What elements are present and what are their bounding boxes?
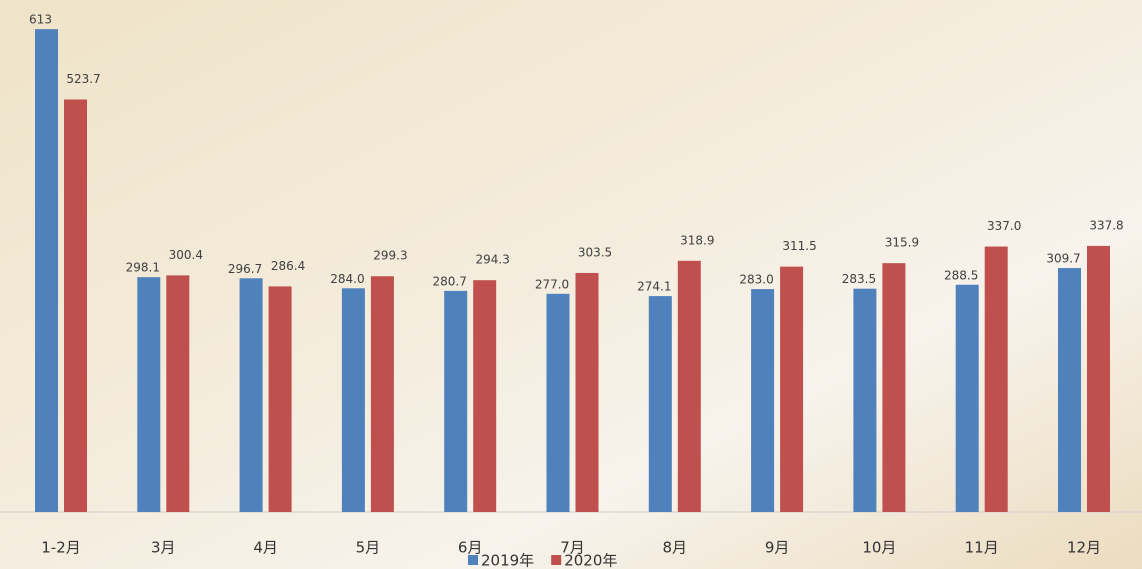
x-tick-label: 5月	[356, 539, 381, 557]
value-label: 283.5	[842, 272, 876, 286]
value-label: 315.9	[885, 236, 919, 250]
bar	[648, 296, 672, 512]
value-label: 299.3	[373, 249, 407, 263]
x-tick-label: 3月	[151, 539, 176, 557]
bar	[955, 284, 979, 512]
value-label: 300.4	[169, 248, 203, 262]
x-tick-label: 4月	[253, 539, 278, 557]
bar	[677, 260, 701, 512]
bar	[341, 288, 365, 512]
value-label: 280.7	[433, 274, 467, 288]
bar	[1087, 245, 1110, 512]
value-label: 294.3	[476, 253, 510, 267]
x-tick-label: 9月	[765, 539, 790, 557]
legend-label: 2019年	[481, 552, 534, 569]
value-label: 309.7	[1046, 252, 1080, 266]
value-label: 318.9	[680, 233, 714, 247]
bar	[853, 288, 877, 512]
value-label: 337.8	[1089, 218, 1123, 232]
value-label: 337.0	[987, 219, 1021, 233]
value-label: 283.0	[739, 273, 773, 287]
bar	[751, 289, 775, 512]
bar	[268, 286, 292, 512]
bar	[546, 293, 570, 512]
value-label: 286.4	[271, 259, 305, 273]
value-label: 523.7	[66, 72, 100, 86]
x-tick-label: 12月	[1067, 539, 1101, 557]
bar	[882, 263, 906, 512]
legend-swatch	[468, 555, 478, 565]
x-tick-label: 11月	[965, 539, 999, 557]
bar	[780, 266, 804, 512]
value-label: 284.0	[330, 272, 364, 286]
bar	[239, 278, 263, 512]
x-tick-label: 7月	[560, 539, 585, 557]
x-tick-label: 6月	[458, 539, 483, 557]
x-tick-label: 1-2月	[41, 539, 81, 557]
bar	[64, 99, 87, 512]
value-label: 311.5	[782, 239, 816, 253]
bar	[1058, 268, 1081, 512]
bar	[984, 246, 1008, 512]
x-tick-label: 10月	[862, 539, 896, 557]
value-label: 613	[29, 13, 52, 27]
legend-swatch	[551, 555, 562, 565]
value-label: 277.0	[535, 277, 569, 291]
x-tick-label: 8月	[663, 539, 688, 557]
bar	[137, 277, 161, 512]
value-label: 303.5	[578, 245, 612, 259]
value-label: 298.1	[126, 261, 160, 275]
bar	[473, 280, 497, 512]
legend-label: 2020年	[564, 552, 617, 569]
bar	[35, 29, 58, 512]
bar	[444, 290, 468, 512]
bar	[166, 275, 190, 512]
value-label: 288.5	[944, 268, 978, 282]
bar	[575, 272, 599, 512]
value-label: 274.1	[637, 280, 671, 294]
bar	[370, 276, 394, 512]
value-label: 296.7	[228, 262, 262, 276]
